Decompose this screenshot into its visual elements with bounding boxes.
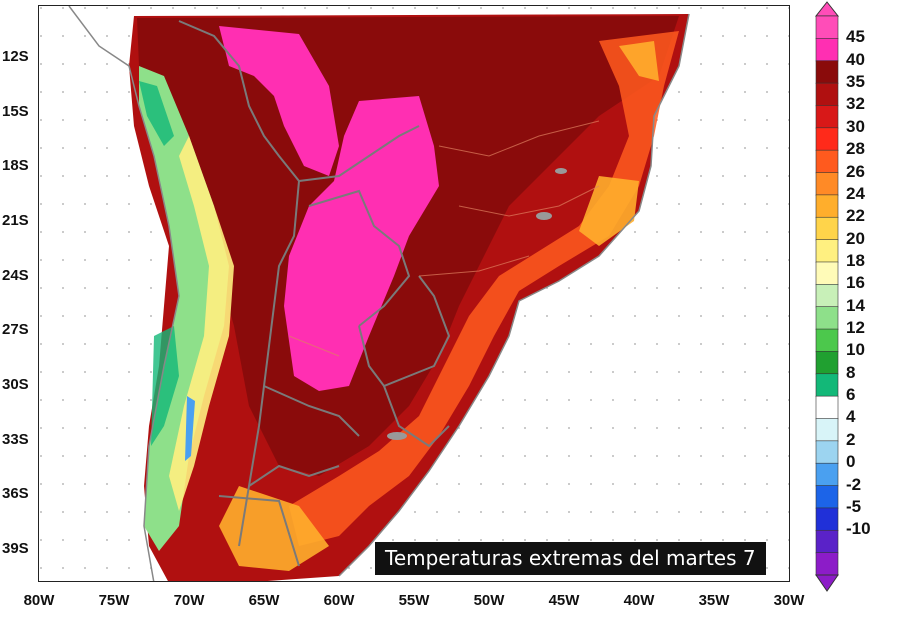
colorbar-label: 16 <box>846 273 865 293</box>
colorbar-swatch <box>815 172 839 196</box>
colorbar-swatch <box>815 529 839 554</box>
colorbar-label: 22 <box>846 206 865 226</box>
colorbar-swatch <box>815 194 839 219</box>
lon-label-35w: 35W <box>698 592 730 609</box>
andes-yellow <box>169 136 234 511</box>
colorbar-label: 35 <box>846 72 865 92</box>
colorbar-label: -2 <box>846 474 862 494</box>
colorbar-swatch <box>815 60 839 84</box>
colorbar-label: 45 <box>846 27 865 47</box>
colorbar-swatch <box>815 418 839 442</box>
colorbar-label: 14 <box>846 295 865 315</box>
colorbar-swatch <box>815 351 839 375</box>
colorbar-label: 4 <box>846 407 856 427</box>
colorbar-label: -10 <box>846 519 871 539</box>
colorbar-swatch <box>815 373 839 397</box>
temperature-map <box>39 6 789 581</box>
lat-label-15s: 15S <box>2 103 29 120</box>
colorbar-label: 32 <box>846 94 865 114</box>
colorbar-swatch <box>815 485 839 509</box>
lat-label-24s: 24S <box>2 267 29 284</box>
colorbar-swatch <box>815 328 839 353</box>
colorbar-swatch <box>815 38 839 62</box>
colorbar-swatch <box>815 127 839 151</box>
state-borders <box>288 120 600 357</box>
colorbar-label: 6 <box>846 385 856 405</box>
lon-label-40w: 40W <box>623 592 655 609</box>
zone-40-center <box>284 96 439 391</box>
lon-label-55w: 55W <box>398 592 430 609</box>
colorbar-swatch <box>815 239 839 263</box>
colorbar-swatch <box>815 440 839 464</box>
caption-banner: Temperaturas extremas del martes 7 <box>375 542 766 575</box>
colorbar-label: 2 <box>846 429 856 449</box>
colorbar-swatch <box>815 82 839 107</box>
lon-label-75w: 75W <box>98 592 130 609</box>
lat-label-27s: 27S <box>2 321 29 338</box>
lat-label-36s: 36S <box>2 485 29 502</box>
colorbar-swatch <box>815 507 839 532</box>
colorbar-swatch <box>815 216 839 241</box>
lon-label-65w: 65W <box>248 592 280 609</box>
colorbar-swatch <box>815 306 839 330</box>
colorbar-swatch <box>815 15 839 40</box>
colorbar-label: 10 <box>846 340 865 360</box>
coastline-east <box>338 13 690 577</box>
zone-22 <box>219 41 659 571</box>
lon-label-80w: 80W <box>23 592 55 609</box>
lon-label-30w: 30W <box>773 592 805 609</box>
coastline-west <box>68 6 180 581</box>
zone-26 <box>289 31 679 546</box>
lat-label-33s: 33S <box>2 431 29 448</box>
colorbar-label: 24 <box>846 183 865 203</box>
colorbar-swatch <box>815 462 839 487</box>
colorbar-label: 20 <box>846 228 865 248</box>
colorbar-bottom-arrow <box>815 574 839 592</box>
colorbar-label: 26 <box>846 161 865 181</box>
lat-label-18s: 18S <box>2 157 29 174</box>
lon-label-60w: 60W <box>323 592 355 609</box>
lat-label-12s: 12S <box>2 48 29 65</box>
colorbar-swatch <box>815 261 839 286</box>
andes-cool <box>139 81 179 446</box>
colorbar-swatch <box>815 395 839 420</box>
map-frame <box>38 5 790 582</box>
andes-blue <box>185 396 195 461</box>
country-borders <box>178 20 451 567</box>
zone-35 <box>137 16 679 476</box>
colorbar-label: 30 <box>846 116 865 136</box>
colorbar <box>814 1 840 592</box>
lakes <box>387 168 567 440</box>
colorbar-label: 0 <box>846 452 856 472</box>
lat-label-39s: 39S <box>2 540 29 557</box>
lon-label-45w: 45W <box>548 592 580 609</box>
colorbar-swatch <box>815 552 839 576</box>
colorbar-label: -5 <box>846 496 862 516</box>
colorbar-label: 12 <box>846 318 865 338</box>
colorbar-swatch <box>815 284 839 308</box>
lat-label-30s: 30S <box>2 376 29 393</box>
colorbar-swatch <box>815 149 839 174</box>
colorbar-label: 18 <box>846 250 865 270</box>
colorbar-label: 40 <box>846 49 865 69</box>
lon-label-50w: 50W <box>473 592 505 609</box>
colorbar-swatch <box>815 105 839 129</box>
lat-label-21s: 21S <box>2 212 29 229</box>
lon-label-70w: 70W <box>173 592 205 609</box>
colorbar-label: 28 <box>846 139 865 159</box>
colorbar-top-arrow <box>814 1 840 17</box>
colorbar-label: 8 <box>846 362 856 382</box>
zone-40-west <box>219 26 339 176</box>
